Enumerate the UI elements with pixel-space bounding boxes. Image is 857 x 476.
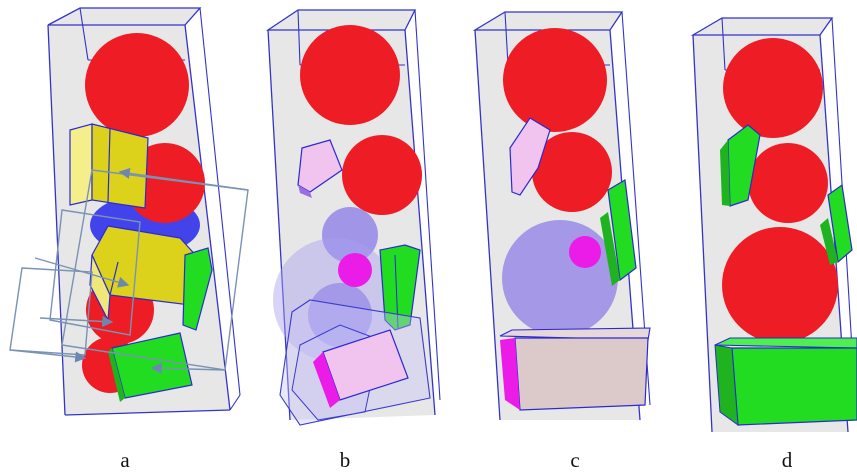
panel-a-green-box-1: [182, 247, 213, 331]
panel-d-sphere-1: [723, 38, 823, 138]
panel-a-sphere-1: [85, 33, 189, 137]
panel-c-magenta-sphere: [569, 236, 601, 268]
panel-b-green-box: [379, 244, 421, 331]
panel-d-sphere-3: [722, 227, 838, 343]
panel-d-green-box-1: [720, 124, 761, 207]
panel-d-green-box-2: [820, 183, 853, 265]
panel-b-pink-box-large: [313, 329, 409, 408]
panel-label-c: c: [570, 448, 580, 472]
panel-a-yellow-box-1: [69, 123, 149, 209]
panel-c-pink-box-small: [509, 117, 551, 196]
panel-a-annotation-frames: [9, 167, 249, 374]
panel-b-magenta-sphere: [338, 253, 372, 287]
panel-c-ghost-sphere: [502, 220, 618, 336]
panel-label-a: a: [120, 448, 130, 472]
panel-d-green-box-3: [714, 337, 857, 427]
panel-c-sphere-2: [532, 132, 612, 212]
panel-b-sphere-1: [300, 25, 400, 125]
panel-b-pink-box-small: [297, 139, 343, 198]
panel-label-d: d: [781, 448, 793, 472]
panel-c-sphere-1: [503, 28, 607, 132]
panel-c-beige-box: [499, 327, 651, 411]
panel-b-sphere-2: [342, 135, 422, 215]
panel-c-green-box: [600, 179, 637, 286]
panel-d-sphere-2: [748, 143, 828, 223]
panel-label-b: b: [339, 448, 351, 472]
panel-b-ghost-sphere-1: [322, 207, 378, 263]
